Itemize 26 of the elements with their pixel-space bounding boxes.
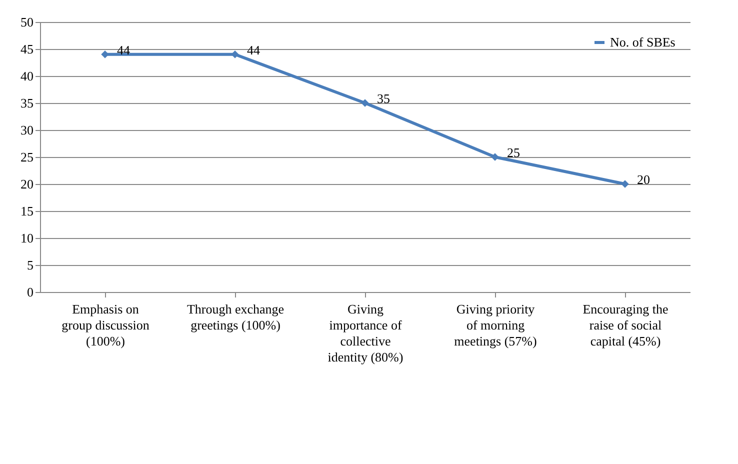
point — [101, 50, 109, 58]
data-label: 20 — [637, 172, 650, 187]
point — [231, 50, 239, 58]
legend-label: No. of SBEs — [610, 34, 676, 50]
x-tick-label: Giving priority of morning meetings (57%) — [454, 302, 537, 348]
y-tick-label: 0 — [27, 284, 34, 300]
point — [621, 180, 629, 188]
point — [491, 153, 499, 161]
y-tick-label: 40 — [20, 68, 34, 84]
point — [361, 99, 369, 107]
x-tick-label: Through exchange greetings (100%) — [186, 302, 284, 332]
y-tick-label: 10 — [20, 230, 34, 246]
y-tick-label: 30 — [20, 122, 34, 138]
x-tick-label: Encouraging the raise of social capital (45%) — [582, 302, 668, 348]
data-label: 25 — [507, 145, 520, 160]
y-tick-label: 25 — [20, 150, 34, 164]
x-tick-label: Giving importance of collective identity (80%) — [328, 302, 404, 364]
y-tick-label: 15 — [20, 204, 34, 218]
y-tick-label: 35 — [20, 96, 34, 110]
x-tick-label: Emphasis on group discussion (100%) — [62, 302, 150, 348]
y-tick-label: 5 — [27, 258, 34, 272]
data-label: 44 — [247, 42, 260, 58]
y-tick-label: 20 — [20, 176, 34, 192]
data-label: 35 — [377, 91, 390, 106]
y-tick-label: 45 — [20, 42, 34, 56]
y-tick-label: 50 — [20, 14, 34, 30]
